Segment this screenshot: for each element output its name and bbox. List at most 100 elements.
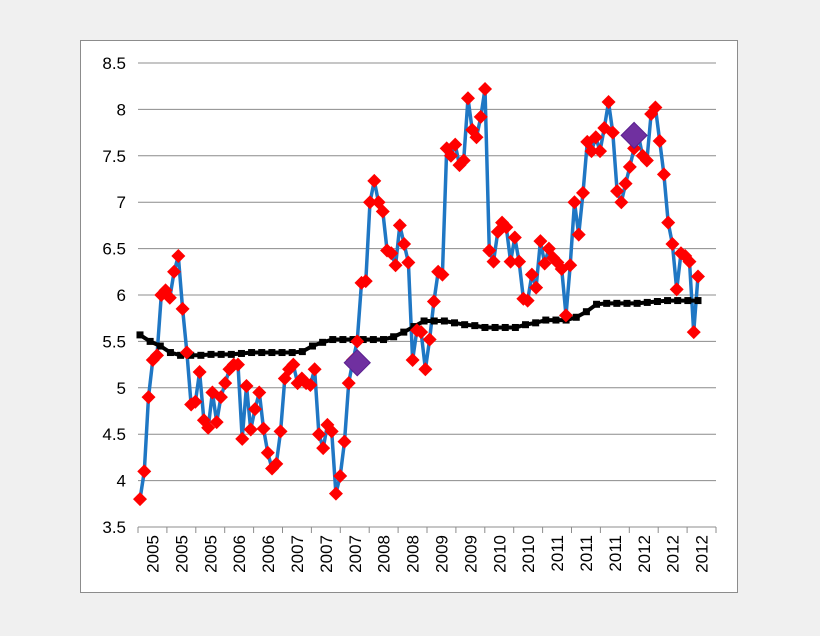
y-axis-tick-labels: 3.5 4 4.5 5 5.5 6 6.5 7 7.5 8 8.5 <box>102 54 126 537</box>
data-point-marker <box>435 267 450 282</box>
trend-marker <box>481 323 489 331</box>
x-tick-label: 2005 <box>172 535 191 573</box>
data-point-marker <box>652 133 667 148</box>
data-point-marker <box>248 402 263 417</box>
data-point-marker <box>286 357 301 372</box>
trend-marker <box>369 336 377 344</box>
y-tick-label: 5.5 <box>102 332 126 351</box>
data-point-marker <box>375 204 390 219</box>
data-point-marker <box>478 81 493 96</box>
trend-marker <box>177 351 185 359</box>
trend-marker <box>166 349 174 357</box>
y-tick-label: 6.5 <box>102 240 126 259</box>
data-point-marker <box>537 256 552 271</box>
trend-marker <box>227 350 235 358</box>
data-point-marker <box>133 492 147 507</box>
x-tick-label: 2009 <box>461 535 480 573</box>
data-point-marker <box>367 173 382 188</box>
trend-marker <box>674 297 682 305</box>
x-tick-label: 2012 <box>635 535 654 573</box>
data-point-marker <box>405 352 420 367</box>
trend-marker <box>400 328 408 336</box>
data-point-marker <box>316 441 331 456</box>
data-point-marker <box>639 153 654 168</box>
data-point-marker <box>571 227 586 242</box>
data-point-marker <box>456 153 471 168</box>
y-tick-label: 4 <box>117 472 126 491</box>
trend-marker <box>491 323 499 331</box>
chart-area: 3.5 4 4.5 5 5.5 6 6.5 7 7.5 8 8.5 2005 2005 2005 2006… <box>80 40 738 593</box>
x-tick-label: 2008 <box>404 535 423 573</box>
data-point-marker <box>167 264 182 279</box>
trend-marker <box>207 350 215 358</box>
trend-marker <box>593 300 601 308</box>
data-point-marker <box>273 424 288 439</box>
data-point-marker <box>341 376 356 391</box>
trend-marker <box>582 308 590 316</box>
data-point-marker <box>610 184 625 199</box>
x-tick-label: 2006 <box>259 535 278 573</box>
data-point-marker <box>328 486 343 501</box>
trend-marker <box>653 297 661 305</box>
x-tick-label: 2005 <box>143 535 162 573</box>
data-point-marker <box>567 195 582 210</box>
data-point-marker <box>661 215 676 230</box>
trend-marker <box>308 342 316 350</box>
data-point-marker <box>388 258 403 273</box>
trend-marker <box>339 336 347 344</box>
trend-marker <box>278 349 286 357</box>
data-series <box>133 81 705 507</box>
data-point-marker <box>363 195 378 210</box>
data-point-marker <box>230 357 245 372</box>
y-tick-label: 4.5 <box>102 425 126 444</box>
data-point-marker <box>218 376 233 391</box>
data-point-marker <box>605 125 620 140</box>
data-point-marker <box>482 243 497 258</box>
trend-marker <box>572 313 580 321</box>
data-point-marker <box>473 109 488 124</box>
trend-marker <box>694 297 702 305</box>
data-point-marker <box>418 362 433 377</box>
y-tick-label: 6 <box>117 286 126 305</box>
x-tick-label: 2007 <box>346 535 365 573</box>
data-point-marker <box>443 148 458 163</box>
data-point-marker <box>469 130 484 145</box>
x-tick-label: 2011 <box>606 535 625 572</box>
trend-marker <box>542 316 550 324</box>
data-point-marker <box>533 234 548 249</box>
data-point-marker <box>588 130 603 145</box>
data-point-marker <box>260 445 275 460</box>
trend-marker <box>451 319 459 327</box>
x-axis <box>137 526 717 533</box>
data-point-marker <box>141 390 156 405</box>
trend-marker <box>511 323 519 331</box>
trend-marker <box>623 299 631 307</box>
data-point-marker <box>426 294 441 309</box>
data-point-marker <box>235 431 250 446</box>
x-tick-label: 2005 <box>201 535 220 573</box>
trend-marker <box>461 321 469 329</box>
data-point-marker <box>209 415 224 430</box>
data-point-marker <box>614 195 629 210</box>
y-tick-label: 7.5 <box>102 147 126 166</box>
x-tick-label: 2011 <box>548 535 567 572</box>
trend-marker <box>237 349 245 357</box>
data-point-marker <box>414 325 429 340</box>
data-point-marker <box>358 274 373 289</box>
monthly-series-line <box>138 87 700 500</box>
data-point-marker <box>243 422 258 437</box>
data-point-marker <box>422 332 437 347</box>
x-tick-label: 2008 <box>375 535 394 573</box>
trend-marker <box>613 299 621 307</box>
trend-marker <box>359 336 367 344</box>
data-point-marker <box>324 424 339 439</box>
data-point-marker <box>269 456 284 471</box>
y-tick-label: 7 <box>117 193 126 212</box>
trend-marker <box>288 349 296 357</box>
data-point-marker <box>303 378 318 393</box>
data-point-marker <box>593 144 608 159</box>
trend-marker <box>136 331 144 339</box>
x-tick-label: 2010 <box>490 535 509 573</box>
trend-marker <box>319 338 327 346</box>
x-tick-label: 2007 <box>317 535 336 573</box>
